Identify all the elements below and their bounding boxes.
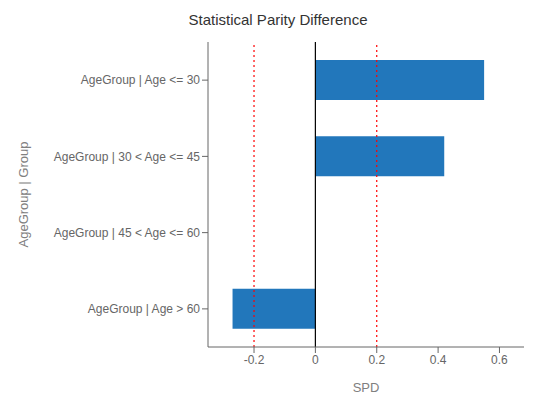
svg-text:AgeGroup | Age <= 30: AgeGroup | Age <= 30 [81, 73, 201, 87]
svg-text:AgeGroup | 30 < Age <= 45: AgeGroup | 30 < Age <= 45 [54, 150, 201, 164]
svg-text:0.6: 0.6 [491, 353, 508, 367]
svg-text:0.4: 0.4 [430, 353, 447, 367]
svg-text:AgeGroup | Group: AgeGroup | Group [16, 142, 31, 248]
svg-text:AgeGroup | Age > 60: AgeGroup | Age > 60 [88, 302, 201, 316]
svg-text:AgeGroup | 45 < Age <= 60: AgeGroup | 45 < Age <= 60 [54, 226, 201, 240]
svg-text:SPD: SPD [353, 380, 380, 395]
svg-text:-0.2: -0.2 [244, 353, 265, 367]
svg-text:0.2: 0.2 [368, 353, 385, 367]
html-text:Statistical Parity Difference: Statistical Parity Difference [188, 11, 368, 28]
svg-text:0: 0 [312, 353, 319, 367]
